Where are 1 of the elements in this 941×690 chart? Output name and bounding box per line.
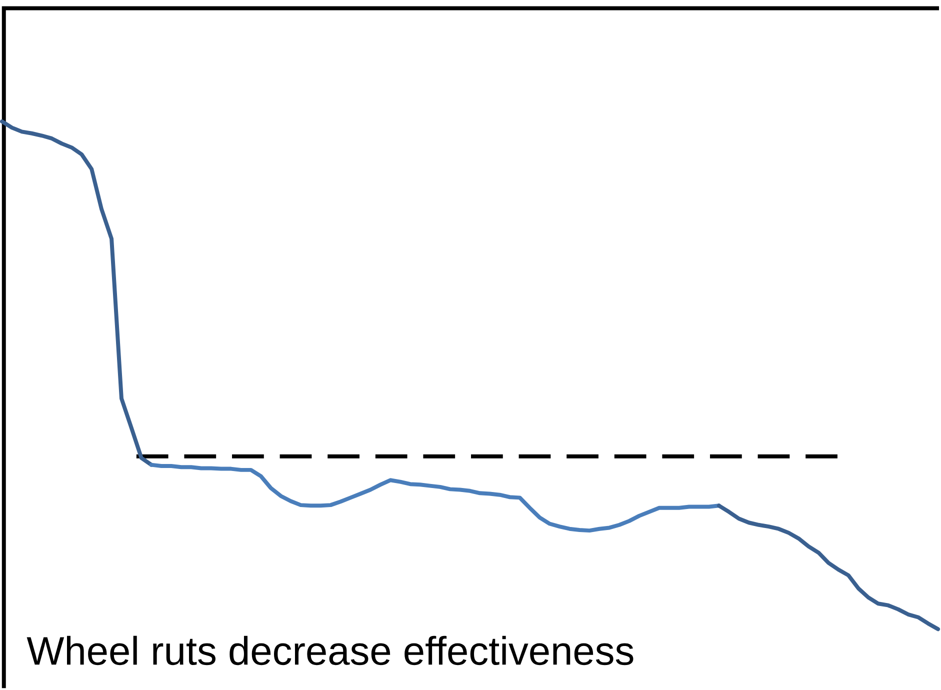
- annotation: Wheel ruts decrease effectiveness: [26, 636, 634, 666]
